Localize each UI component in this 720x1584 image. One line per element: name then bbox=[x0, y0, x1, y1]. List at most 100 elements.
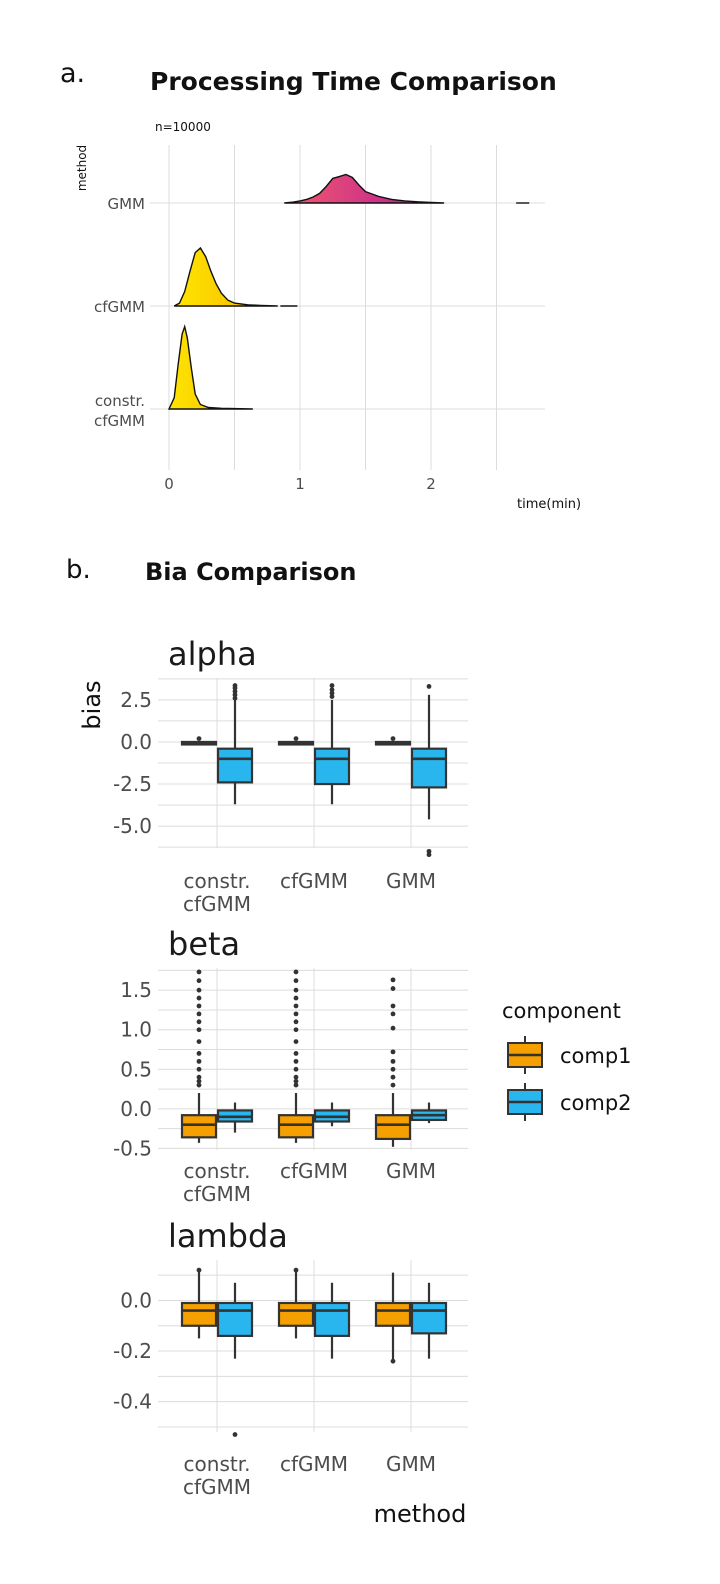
outlier-point bbox=[390, 977, 396, 983]
x-tick-label: cfGMM bbox=[183, 1475, 251, 1499]
outlier-point bbox=[293, 1011, 299, 1017]
box-comp1 bbox=[374, 977, 412, 1147]
legend-label: comp1 bbox=[560, 1044, 632, 1068]
y-tick-label: -0.2 bbox=[113, 1339, 152, 1363]
outlier-point bbox=[196, 1011, 202, 1017]
box-comp2 bbox=[410, 684, 448, 858]
outlier-point bbox=[196, 1267, 202, 1273]
box-comp1 bbox=[374, 1272, 412, 1364]
outlier-point bbox=[390, 1011, 396, 1017]
outlier-point bbox=[196, 1003, 202, 1009]
box-comp1 bbox=[180, 1267, 218, 1339]
x-tick-label: GMM bbox=[386, 1159, 436, 1183]
y-axis-label: bias bbox=[78, 680, 106, 729]
outlier-point bbox=[293, 978, 299, 984]
x-tick-label: 2 bbox=[426, 475, 436, 493]
chart-a-title: Processing Time Comparison bbox=[150, 67, 557, 96]
chart-b-title: Bia Comparison bbox=[145, 558, 356, 586]
outlier-point bbox=[426, 852, 432, 858]
outlier-point bbox=[293, 1058, 299, 1064]
outlier-point bbox=[196, 969, 202, 975]
box-body bbox=[374, 1114, 412, 1141]
outlier-point bbox=[329, 687, 335, 693]
outlier-point bbox=[293, 1066, 299, 1072]
box-body bbox=[180, 1301, 218, 1327]
outlier-point bbox=[426, 848, 432, 854]
x-tick-label: constr. bbox=[184, 1159, 251, 1183]
outlier-point bbox=[390, 1074, 396, 1080]
ridge-density bbox=[284, 173, 445, 204]
chart-a-subtitle: n=10000 bbox=[155, 120, 211, 134]
outlier-point bbox=[232, 1432, 238, 1437]
x-tick-label: cfGMM bbox=[183, 892, 251, 916]
box-comp2 bbox=[216, 683, 254, 805]
ridgeline-plot: 0 1 2 constr. cfGMM cfGMM GMM n=10000 time(min) m… bbox=[75, 120, 581, 512]
x-tick-label: GMM bbox=[386, 869, 436, 893]
y-tick-label: -0.4 bbox=[113, 1390, 152, 1414]
outlier-point bbox=[293, 1078, 299, 1084]
box-comp1 bbox=[277, 736, 315, 746]
y-tick-label: 0.5 bbox=[120, 1057, 152, 1081]
outlier-point bbox=[232, 692, 238, 698]
box-body bbox=[410, 1301, 448, 1335]
x-axis-label: time(min) bbox=[517, 497, 581, 512]
outlier-point bbox=[390, 736, 396, 741]
box-body bbox=[410, 747, 448, 789]
outlier-point bbox=[196, 987, 202, 993]
outlier-point bbox=[196, 1027, 202, 1033]
outlier-point bbox=[196, 736, 202, 741]
box-body bbox=[216, 1301, 254, 1337]
box-comp1 bbox=[277, 1267, 315, 1339]
y-tick-label: 0.0 bbox=[120, 1097, 152, 1121]
x-tick-label: constr. bbox=[184, 869, 251, 893]
box-body bbox=[277, 1301, 315, 1327]
y-tick-label: constr. bbox=[95, 392, 145, 410]
ridge-density bbox=[167, 324, 253, 410]
outlier-point bbox=[232, 695, 238, 701]
box-comp2 bbox=[410, 1102, 448, 1124]
legend-item-comp2: comp2 bbox=[507, 1083, 632, 1121]
outlier-point bbox=[196, 1019, 202, 1025]
box-comp2 bbox=[313, 1102, 351, 1127]
outlier-point bbox=[232, 689, 238, 694]
x-tick-label: 0 bbox=[164, 475, 174, 493]
x-tick-label: GMM bbox=[386, 1452, 436, 1476]
outlier-point bbox=[196, 1039, 202, 1044]
legend-title: component bbox=[502, 999, 621, 1023]
x-tick-label: cfGMM bbox=[183, 1182, 251, 1206]
outlier-point bbox=[293, 1003, 299, 1009]
box-body bbox=[374, 1301, 412, 1327]
box-comp2 bbox=[313, 1282, 351, 1359]
ridge-density bbox=[173, 246, 278, 307]
y-tick-label: 2.5 bbox=[120, 688, 152, 712]
x-tick-label: constr. bbox=[184, 1452, 251, 1476]
y-tick-label: 1.0 bbox=[120, 1018, 152, 1042]
legend-item-comp1: comp1 bbox=[507, 1036, 632, 1074]
facet-title: alpha bbox=[168, 635, 257, 673]
outlier-point bbox=[293, 987, 299, 993]
outlier-point bbox=[293, 1267, 299, 1273]
outlier-point bbox=[232, 683, 238, 688]
y-tick-label: 0.0 bbox=[120, 1288, 152, 1312]
outlier-point bbox=[390, 1358, 396, 1364]
outlier-point bbox=[293, 995, 299, 1001]
outlier-point bbox=[293, 1051, 299, 1056]
box-body bbox=[313, 747, 351, 786]
y-axis-label: method bbox=[75, 145, 89, 191]
outlier-point bbox=[329, 683, 335, 688]
outlier-point bbox=[293, 736, 299, 741]
outlier-point bbox=[390, 1003, 396, 1009]
outlier-point bbox=[196, 978, 202, 984]
x-tick-label: cfGMM bbox=[280, 1159, 348, 1183]
box-comp1 bbox=[180, 969, 218, 1143]
legend: component comp1 comp2 bbox=[502, 999, 632, 1121]
y-tick-label: -5.0 bbox=[113, 814, 152, 838]
outlier-point bbox=[390, 1025, 396, 1031]
outlier-point bbox=[390, 1049, 396, 1055]
outlier-point bbox=[390, 986, 396, 991]
box-comp2 bbox=[313, 683, 351, 805]
